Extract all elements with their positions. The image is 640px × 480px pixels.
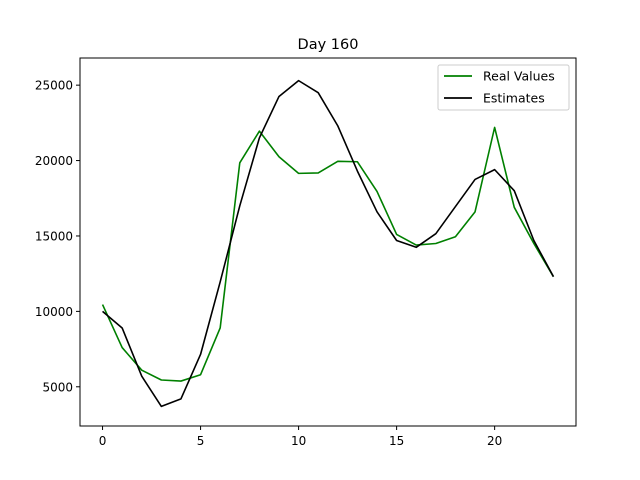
y-tick-label: 15000 bbox=[35, 229, 73, 243]
series-line-1 bbox=[102, 79, 555, 408]
y-tick-label: 20000 bbox=[35, 154, 73, 168]
legend-label: Estimates bbox=[483, 91, 545, 106]
y-tick-label: 25000 bbox=[35, 79, 73, 93]
y-tick-label: 10000 bbox=[35, 305, 73, 319]
x-tick-label: 15 bbox=[389, 434, 404, 448]
y-axis: 5000 10000 15000 20000 25000 bbox=[35, 79, 80, 394]
series-lines bbox=[101, 79, 555, 408]
chart-title: Day 160 bbox=[298, 37, 359, 53]
series-line-0 bbox=[101, 126, 555, 382]
plot-frame bbox=[79, 57, 577, 427]
x-axis: 0 5 10 15 20 bbox=[99, 426, 502, 448]
x-tick-label: 20 bbox=[487, 434, 502, 448]
legend-label: Real Values bbox=[483, 69, 555, 84]
x-tick-label: 10 bbox=[291, 434, 306, 448]
x-tick-label: 5 bbox=[197, 434, 205, 448]
x-tick-label: 0 bbox=[99, 434, 107, 448]
y-tick-label: 5000 bbox=[42, 380, 73, 394]
legend: Real Values Estimates bbox=[437, 64, 570, 111]
